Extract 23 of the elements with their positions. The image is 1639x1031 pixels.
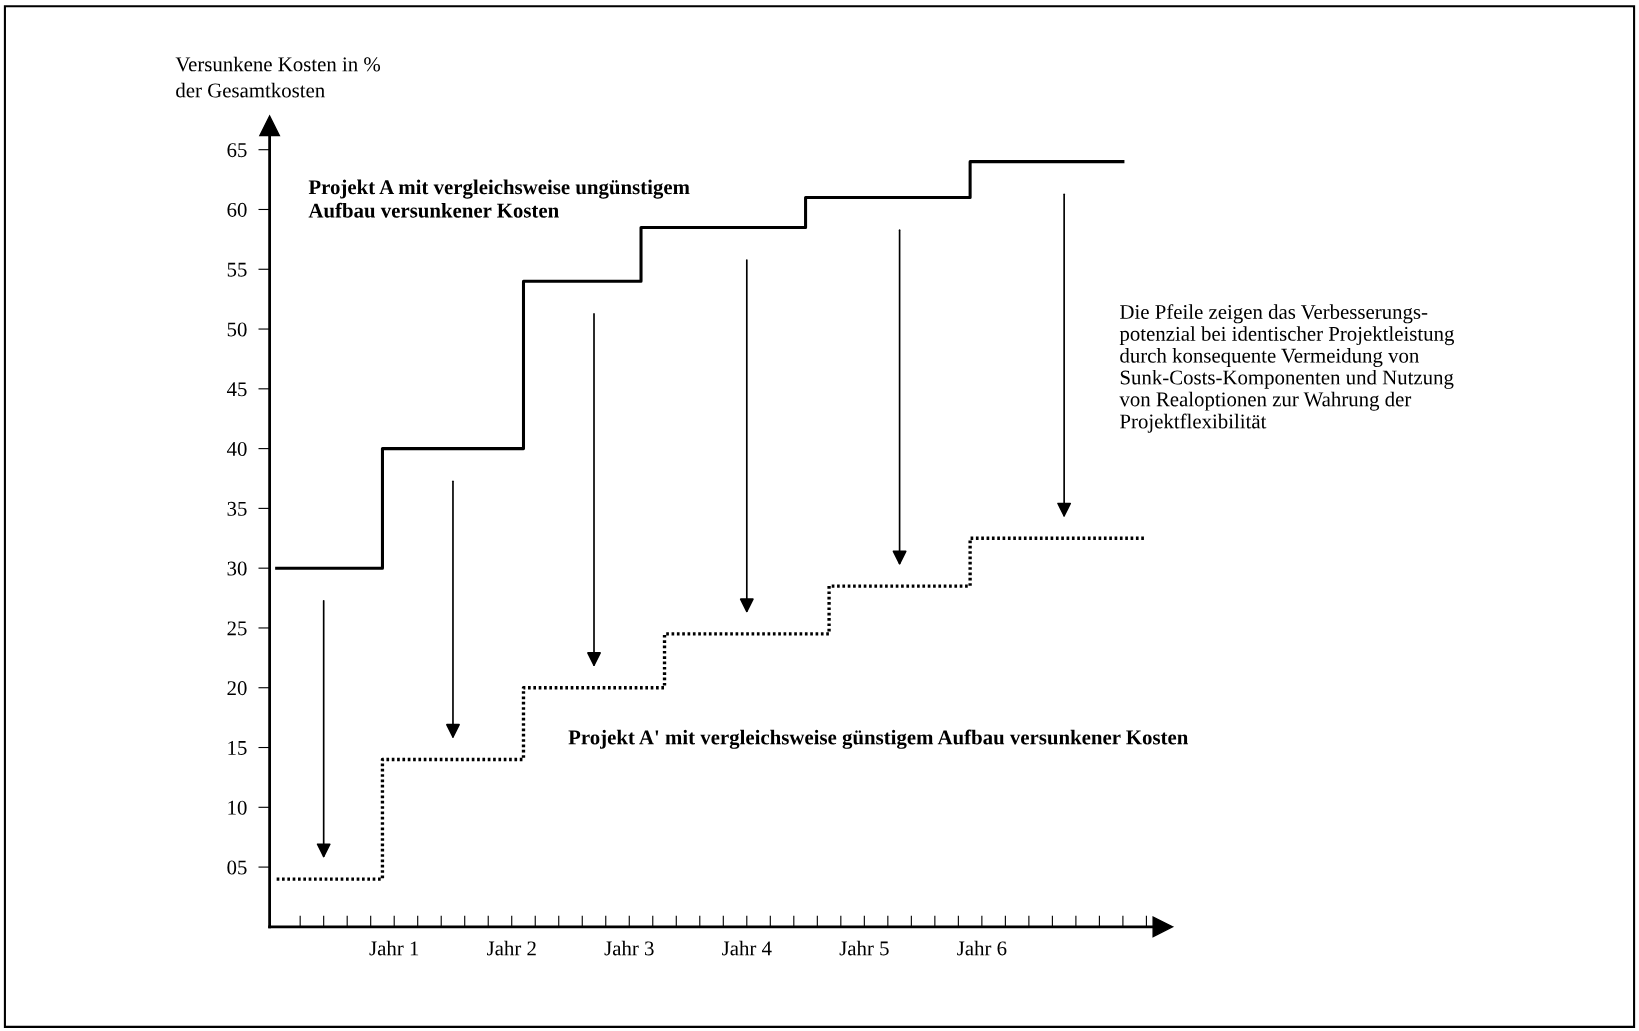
x-tick-label: Jahr 3 [604, 940, 654, 956]
x-tick-label: Jahr 1 [369, 940, 419, 956]
y-tick-label: 25 [227, 621, 247, 636]
annotation: Die Pfeile zeigen das Verbesserungs- potenzial bei identischer Projektleistung durch konsequente Vermeidung von Sunk-Costs-Komponenten und Nutzung von Realoptionen zur Wahrung der Projektflexibilität [1119, 304, 1455, 433]
y-tick-label: 65 [227, 143, 247, 158]
y-tick-label: 35 [227, 501, 247, 516]
y-tick-label: 05 [227, 860, 247, 875]
x-tick-label: Jahr 5 [839, 940, 889, 956]
y-axis-title: Versunkene Kosten in % der Gesamtkosten [175, 56, 381, 98]
x-tick-label: Jahr 4 [722, 940, 772, 956]
x-tick-label: Jahr 2 [487, 940, 536, 956]
y-tick-label: 15 [228, 741, 247, 755]
y-tick-label: 60 [227, 202, 247, 217]
y-tick-label: 20 [227, 681, 247, 696]
x-tick-label: Jahr 6 [957, 940, 1007, 956]
series-label: Projekt A mit vergleichsweise ungünstigem Aufbau versunkener Kosten [308, 179, 690, 218]
y-tick-label: 40 [226, 441, 247, 457]
y-tick-label: 55 [227, 262, 247, 277]
y-tick-label: 50 [227, 322, 247, 337]
y-tick-label: 30 [227, 561, 247, 576]
y-tick-label: 45 [226, 382, 247, 397]
text: Projekt A' mit vergleichsweise günstigem Aufbau versunkener Kosten [568, 729, 1189, 749]
y-tick-label: 10 [228, 800, 247, 815]
